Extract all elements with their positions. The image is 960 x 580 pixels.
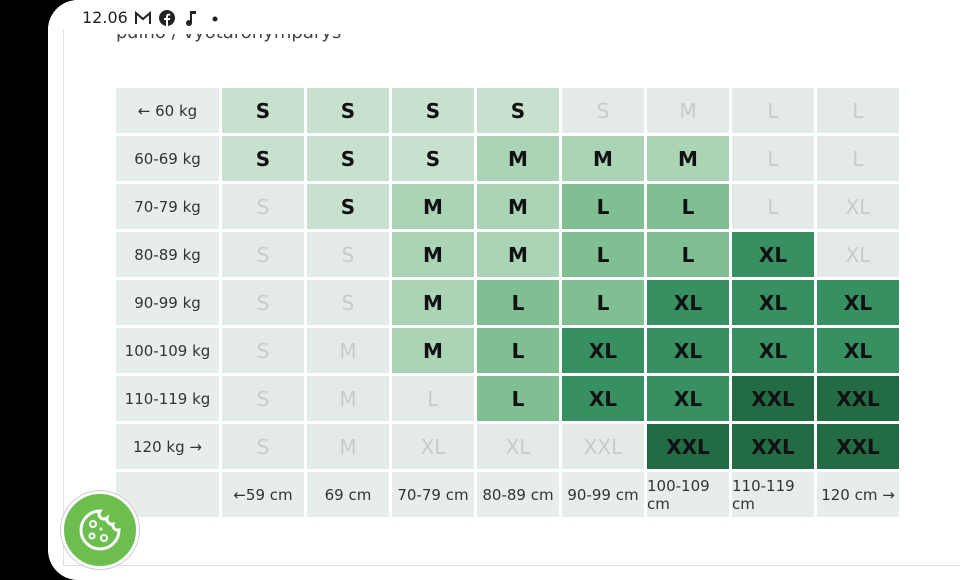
column-header: ←59 cm	[222, 472, 304, 517]
cookie-icon	[79, 509, 121, 551]
size-cell: XL	[562, 376, 644, 421]
facebook-icon	[158, 9, 175, 26]
size-cell: S	[222, 88, 304, 133]
row-header: 120 kg →	[116, 424, 219, 469]
music-icon	[185, 10, 196, 26]
status-bar: 12.06	[82, 8, 224, 27]
size-cell: XL	[817, 328, 899, 373]
size-cell: XL	[647, 376, 729, 421]
size-cell: M	[477, 184, 559, 229]
size-cell: XL	[732, 328, 814, 373]
size-cell: XL	[732, 232, 814, 277]
size-cell: S	[392, 136, 474, 181]
row-header: ← 60 kg	[116, 88, 219, 133]
column-header: 70-79 cm	[392, 472, 474, 517]
size-cell: XL	[817, 232, 899, 277]
cookie-button[interactable]	[61, 491, 139, 569]
size-cell: XL	[817, 184, 899, 229]
size-cell: XXL	[562, 424, 644, 469]
size-cell: S	[222, 232, 304, 277]
size-cell: L	[562, 232, 644, 277]
size-cell: L	[392, 376, 474, 421]
size-cell: L	[732, 136, 814, 181]
size-cell: S	[307, 184, 389, 229]
size-cell: M	[477, 232, 559, 277]
size-cell: M	[392, 184, 474, 229]
row-header: 100-109 kg	[116, 328, 219, 373]
column-header: 90-99 cm	[562, 472, 644, 517]
size-cell: M	[562, 136, 644, 181]
size-cell: S	[392, 88, 474, 133]
size-cell: M	[392, 232, 474, 277]
row-header: 80-89 kg	[116, 232, 219, 277]
size-cell: M	[477, 136, 559, 181]
size-cell: L	[732, 88, 814, 133]
content-panel: paino / vyötärönympärys 12.06 ← 60 kgSSS…	[48, 0, 960, 580]
size-cell: S	[307, 136, 389, 181]
time: 12.06	[82, 8, 128, 27]
size-cell: L	[817, 88, 899, 133]
status-bar-bg	[48, 0, 960, 34]
size-cell: XXL	[817, 376, 899, 421]
size-cell: XXL	[732, 376, 814, 421]
size-cell: XL	[562, 328, 644, 373]
size-cell: S	[222, 424, 304, 469]
size-cell: S	[222, 376, 304, 421]
size-cell: XL	[817, 280, 899, 325]
row-header: 110-119 kg	[116, 376, 219, 421]
size-cell: L	[477, 328, 559, 373]
size-cell: M	[392, 280, 474, 325]
size-cell: L	[647, 232, 729, 277]
size-cell: XXL	[732, 424, 814, 469]
size-cell: S	[307, 280, 389, 325]
size-cell: XXL	[817, 424, 899, 469]
size-cell: XXL	[647, 424, 729, 469]
size-cell: M	[647, 88, 729, 133]
size-cell: S	[222, 328, 304, 373]
size-cell: S	[222, 184, 304, 229]
size-cell: XL	[647, 280, 729, 325]
size-cell: L	[562, 280, 644, 325]
size-cell: S	[222, 280, 304, 325]
divider	[63, 565, 960, 566]
column-header: 120 cm →	[817, 472, 899, 517]
size-cell: M	[307, 376, 389, 421]
size-cell: L	[817, 136, 899, 181]
size-cell: S	[307, 88, 389, 133]
size-cell: XL	[392, 424, 474, 469]
size-cell: L	[477, 280, 559, 325]
size-cell: M	[307, 424, 389, 469]
row-header: 70-79 kg	[116, 184, 219, 229]
divider	[63, 30, 64, 566]
size-cell: S	[562, 88, 644, 133]
size-cell: M	[392, 328, 474, 373]
size-cell: L	[477, 376, 559, 421]
size-table: ← 60 kg S S S S S M L L 60-69 kg S S S M M M L L 70-79 kg S…	[116, 88, 899, 517]
size-cell: M	[307, 328, 389, 373]
size-cell: XL	[732, 280, 814, 325]
size-cell: XL	[647, 328, 729, 373]
column-header: 69 cm	[307, 472, 389, 517]
size-cell: S	[307, 232, 389, 277]
column-header: 100-109 cm	[647, 472, 729, 517]
size-cell: XL	[477, 424, 559, 469]
size-cell: S	[222, 136, 304, 181]
size-cell: L	[732, 184, 814, 229]
dot-icon	[212, 16, 218, 21]
row-header: 60-69 kg	[116, 136, 219, 181]
size-cell: M	[647, 136, 729, 181]
mail-icon	[134, 10, 151, 24]
size-cell: L	[647, 184, 729, 229]
size-cell: L	[562, 184, 644, 229]
column-header: 80-89 cm	[477, 472, 559, 517]
column-header: 110-119 cm	[732, 472, 814, 517]
row-header: 90-99 kg	[116, 280, 219, 325]
size-cell: S	[477, 88, 559, 133]
